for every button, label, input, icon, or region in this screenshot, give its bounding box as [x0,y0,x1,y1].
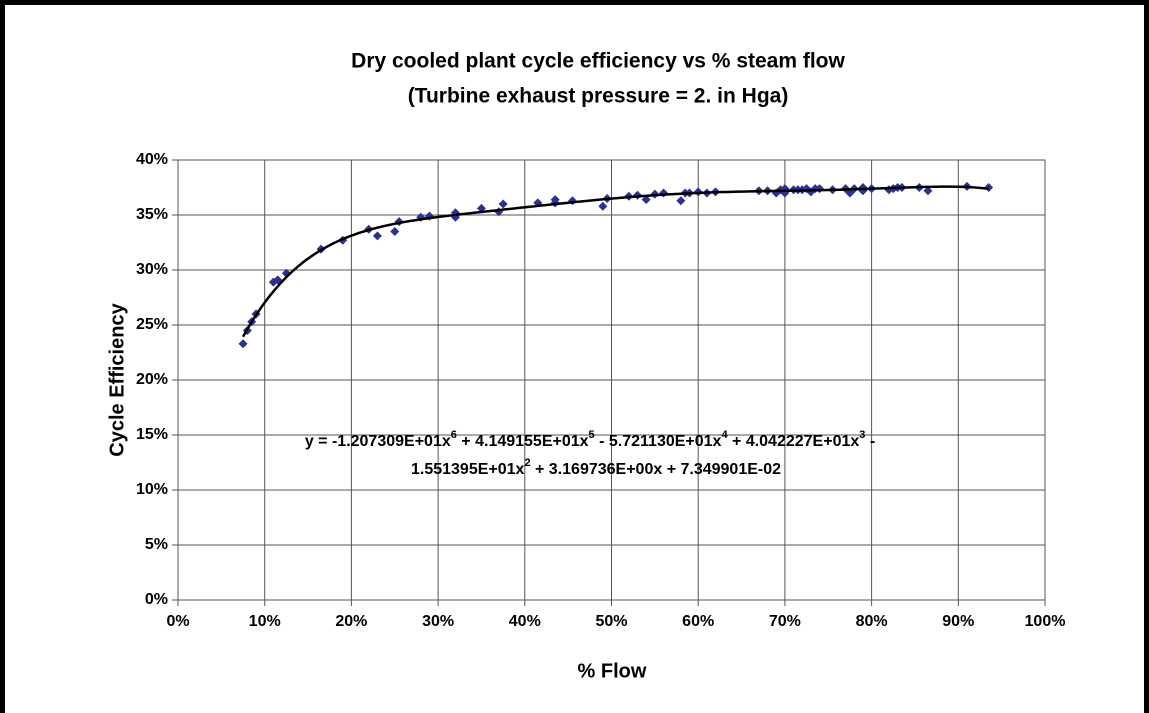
x-tick-label: 100% [1025,613,1066,630]
x-tick-label: 40% [509,613,541,630]
y-tick-label: 5% [145,536,168,553]
x-tick-label: 80% [856,613,888,630]
trendline-equation: y = -1.207309E+01x6​ + 4.149155E+01x5​ -… [305,429,875,450]
equation-term: + 3.169736E+00x + 7.349901E-02 [531,461,782,478]
y-axis-title: Cycle Efficiency [106,302,128,456]
x-tick-label: 30% [422,613,454,630]
plot-border [177,159,1046,601]
equation-exponent: 3 [859,429,865,441]
data-point [372,231,382,241]
x-tick-label: 20% [335,613,367,630]
chart-title: Dry cooled plant cycle efficiency vs % s… [351,50,845,73]
chart-subtitle: (Turbine exhaust pressure = 2. in Hga) [408,85,789,108]
data-point [390,227,400,236]
equation-exponent: 2 [524,457,530,469]
y-tick-label: 15% [136,426,168,443]
x-tick-label: 60% [682,613,714,630]
equation-term: - 5.721130E+01x [595,433,722,450]
data-point [238,339,248,349]
equation-exponent: 4 [721,429,728,441]
data-point [641,195,651,205]
equation-term: 1.551395E+01x [411,461,525,478]
x-tick-label: 0% [166,613,189,630]
data-point [676,196,686,206]
y-tick-label: 40% [136,151,168,168]
equation-term: y = -1.207309E+01x [305,433,451,450]
y-tick-label: 35% [136,206,168,223]
x-axis-title: % Flow [578,660,647,682]
equation-term: - [865,433,875,450]
equation-exponent: 5 [589,429,595,441]
x-tick-label: 10% [249,613,281,630]
equation-term: + 4.042227E+01x [728,433,860,450]
trendline-equation: 1.551395E+01x2​ + 3.169736E+00x + 7.3499… [411,457,781,478]
data-point [498,199,508,209]
equation-term: + 4.149155E+01x [457,433,589,450]
y-tick-label: 25% [136,316,168,333]
data-point [923,186,933,196]
x-tick-label: 70% [769,613,801,630]
trendline [241,185,989,338]
y-tick-label: 30% [136,261,168,278]
y-tick-label: 10% [136,481,168,498]
data-point [598,201,608,211]
x-tick-label: 50% [595,613,627,630]
y-tick-label: 0% [145,591,168,608]
y-tick-label: 20% [136,371,168,388]
equation-exponent: 6 [451,429,457,441]
x-tick-label: 90% [942,613,974,630]
